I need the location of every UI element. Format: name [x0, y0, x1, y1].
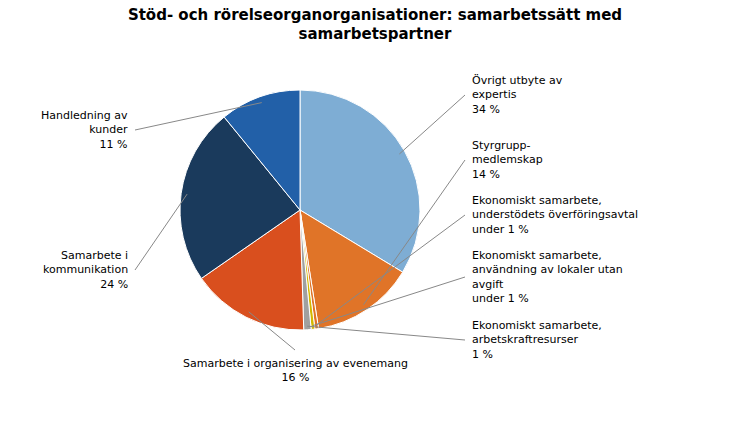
svg-text:Ekonomiskt samarbete,användnin: Ekonomiskt samarbete,användning av lokal… [472, 249, 623, 305]
svg-text:Samarbete ikommunikation24 %: Samarbete ikommunikation24 % [43, 249, 128, 291]
svg-text:Stöd- och rörelseorganorganisa: Stöd- och rörelseorganorganisationer: sa… [128, 6, 622, 44]
svg-text:Ekonomiskt samarbete,understöd: Ekonomiskt samarbete,understödets överfö… [472, 194, 638, 236]
svg-text:Handledning avkunder11 %: Handledning avkunder11 % [41, 109, 128, 151]
svg-text:Styrgrupp-medlemskap14 %: Styrgrupp-medlemskap14 % [472, 139, 543, 181]
svg-text:Samarbete i organisering av ev: Samarbete i organisering av evenemang16 … [183, 357, 408, 384]
svg-text:Övrigt utbyte avexpertis34 %: Övrigt utbyte avexpertis34 % [472, 74, 563, 116]
svg-text:Ekonomiskt samarbete,arbetskra: Ekonomiskt samarbete,arbetskraftresurser… [472, 319, 602, 361]
